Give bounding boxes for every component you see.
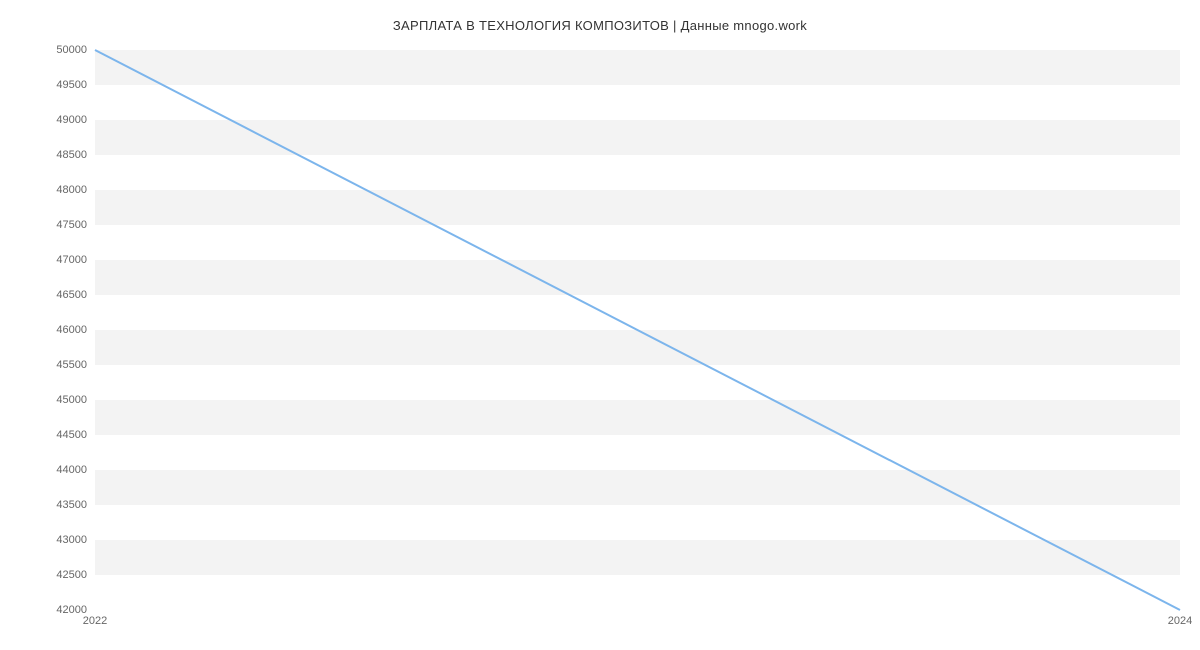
y-tick-label: 46500 [27, 289, 87, 301]
y-tick-label: 47500 [27, 219, 87, 231]
y-tick-label: 50000 [27, 44, 87, 56]
y-tick-label: 43500 [27, 499, 87, 511]
x-tick-label: 2022 [83, 615, 107, 627]
y-tick-label: 47000 [27, 254, 87, 266]
y-tick-label: 43000 [27, 534, 87, 546]
y-tick-label: 45000 [27, 394, 87, 406]
y-tick-label: 49500 [27, 79, 87, 91]
y-tick-label: 42500 [27, 569, 87, 581]
y-tick-label: 44000 [27, 464, 87, 476]
line-series [95, 50, 1180, 610]
salary-chart: ЗАРПЛАТА В ТЕХНОЛОГИЯ КОМПОЗИТОВ | Данны… [0, 0, 1200, 650]
y-tick-label: 48000 [27, 184, 87, 196]
plot-area [95, 50, 1180, 610]
y-tick-label: 48500 [27, 149, 87, 161]
x-tick-label: 2024 [1168, 615, 1192, 627]
y-tick-label: 49000 [27, 114, 87, 126]
y-tick-label: 46000 [27, 324, 87, 336]
y-tick-label: 44500 [27, 429, 87, 441]
y-tick-label: 45500 [27, 359, 87, 371]
chart-title: ЗАРПЛАТА В ТЕХНОЛОГИЯ КОМПОЗИТОВ | Данны… [0, 0, 1200, 33]
y-tick-label: 42000 [27, 604, 87, 616]
